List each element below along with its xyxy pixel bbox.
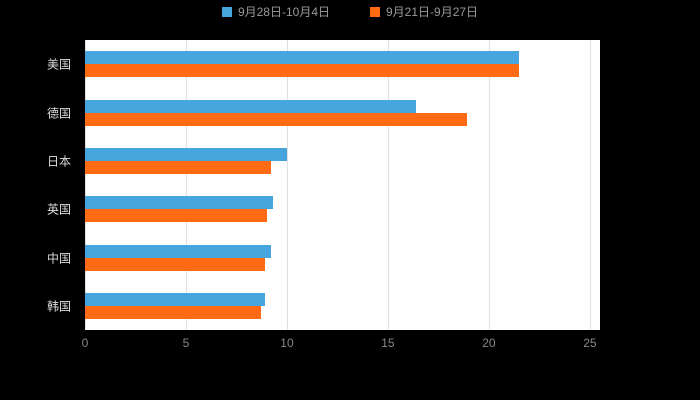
- y-category-label: 英国: [46, 202, 71, 217]
- bar-series2: [85, 112, 467, 126]
- bar-series1: [85, 51, 520, 65]
- y-category-label: 中国: [46, 251, 71, 265]
- gridline: [589, 40, 591, 330]
- bar-series2: [85, 64, 520, 78]
- y-category-label: 德国: [46, 106, 71, 120]
- bar-series2: [85, 305, 261, 319]
- legend-item-series2[interactable]: 9月21日-9月27日: [370, 6, 478, 18]
- gridline: [85, 40, 86, 330]
- bar-series2: [85, 257, 265, 271]
- x-tick-label: 10: [280, 336, 294, 350]
- x-axis-labels: 0 5 10 15 20 25: [81, 336, 600, 352]
- x-tick-label: 5: [182, 336, 190, 350]
- y-axis-labels: 美国德国日本英国中国韩国: [0, 40, 79, 330]
- gridline: [185, 40, 187, 330]
- bar-series2: [85, 160, 271, 174]
- x-tick-label: 25: [583, 336, 597, 350]
- gridline: [387, 40, 389, 330]
- x-tick-label: 20: [482, 336, 496, 350]
- bar-series2: [85, 209, 267, 223]
- bar-series1: [85, 99, 417, 113]
- y-category-label: 日本: [46, 154, 71, 169]
- x-tick-label: 15: [381, 336, 395, 350]
- bar-series1: [85, 147, 287, 161]
- bar-series1: [85, 244, 271, 258]
- bar-series1: [85, 196, 273, 210]
- gridline: [488, 40, 490, 330]
- bar-series1: [85, 292, 265, 306]
- gridline: [286, 40, 288, 330]
- legend-label-series1: 9月28日-10月4日: [237, 5, 330, 19]
- legend-item-series1[interactable]: 9月28日-10月4日: [221, 5, 330, 19]
- legend-swatch-orange-icon: [370, 7, 380, 17]
- legend-label-series2: 9月21日-9月27日: [386, 5, 479, 19]
- plot-area: [85, 40, 600, 330]
- legend-swatch-blue-icon: [221, 7, 232, 17]
- x-tick-label: 0: [81, 336, 89, 350]
- y-category-label: 美国: [46, 57, 71, 72]
- legend: 9月28日-10月4日 9月21日-9月27日: [0, 6, 700, 18]
- y-category-label: 韩国: [46, 299, 71, 314]
